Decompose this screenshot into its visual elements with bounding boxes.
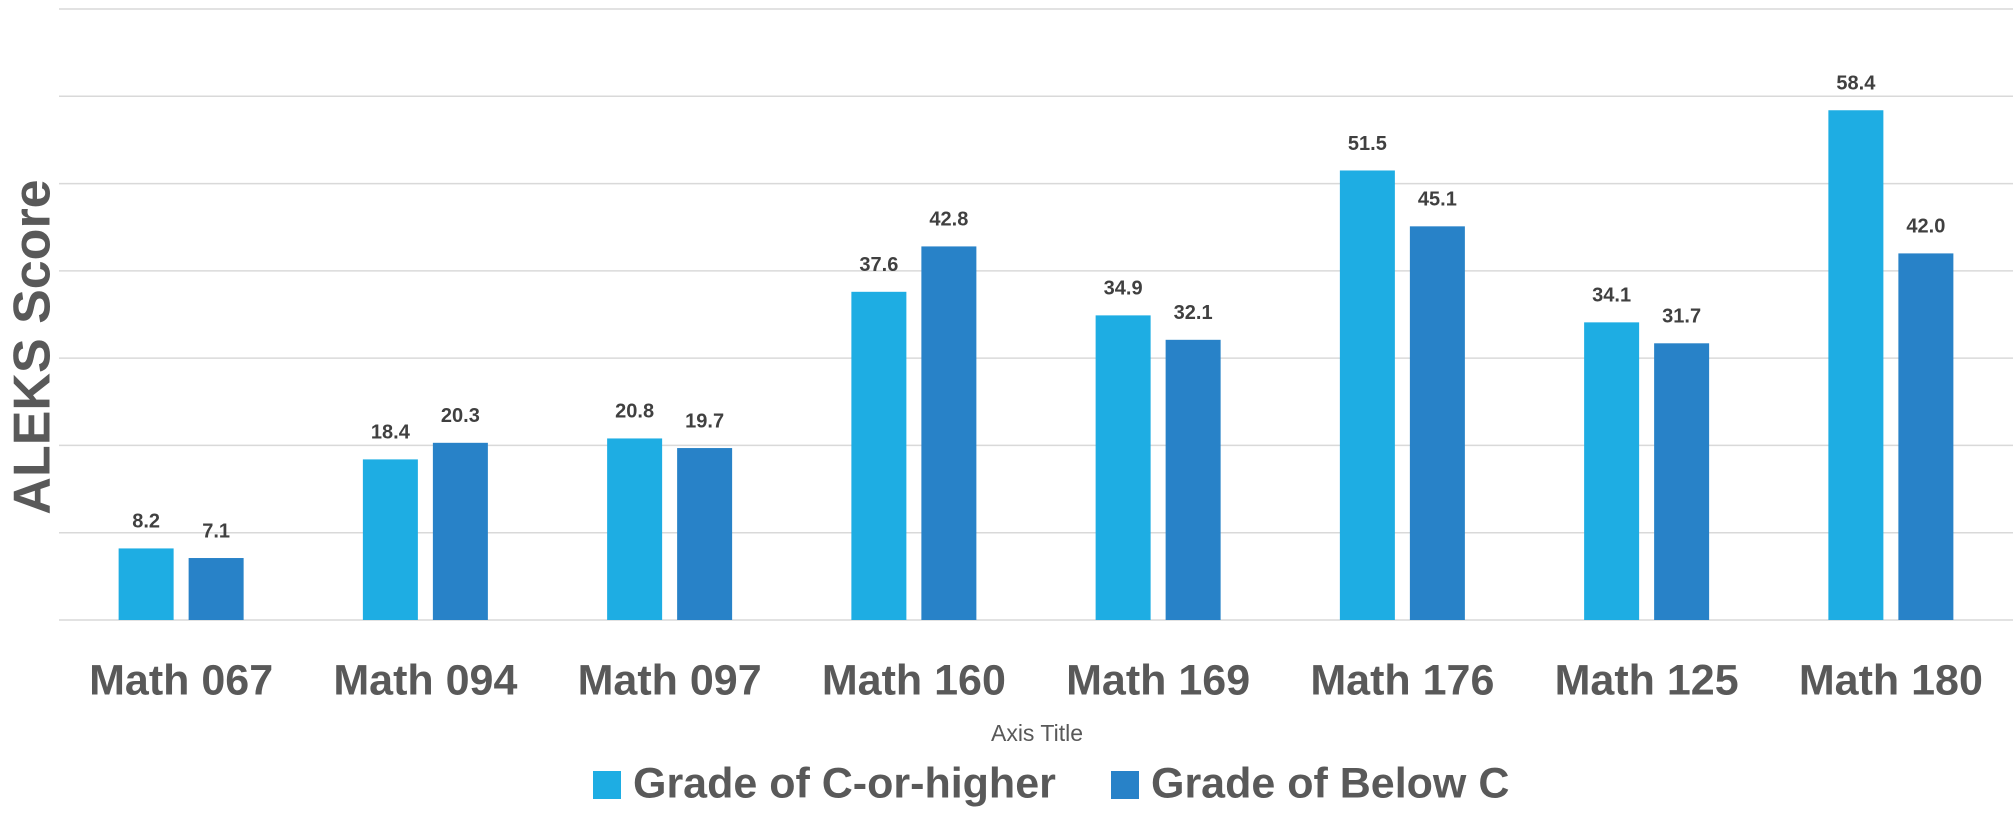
bar bbox=[1654, 343, 1710, 620]
legend-label: Grade of C-or-higher bbox=[633, 759, 1056, 807]
bar bbox=[921, 246, 977, 620]
data-label: 20.8 bbox=[615, 401, 654, 423]
x-axis-title: Axis Title bbox=[991, 720, 1083, 746]
data-label: 34.1 bbox=[1592, 285, 1631, 307]
x-tick-label: Math 067 bbox=[89, 656, 273, 704]
legend-label: Grade of Below C bbox=[1151, 759, 1509, 807]
bar bbox=[188, 558, 244, 620]
data-label: 8.2 bbox=[132, 511, 160, 533]
data-label: 45.1 bbox=[1418, 189, 1457, 211]
bar bbox=[1165, 339, 1221, 620]
data-label: 51.5 bbox=[1348, 133, 1387, 155]
data-label: 20.3 bbox=[441, 405, 480, 427]
data-label: 7.1 bbox=[202, 520, 230, 542]
data-label: 19.7 bbox=[685, 410, 724, 432]
bar bbox=[1409, 226, 1465, 620]
data-label: 18.4 bbox=[371, 422, 411, 444]
legend-swatch bbox=[1111, 771, 1139, 799]
bar bbox=[1898, 253, 1954, 620]
bar bbox=[432, 442, 488, 620]
bar bbox=[362, 459, 418, 620]
legend-swatch bbox=[593, 771, 621, 799]
bar bbox=[677, 448, 733, 620]
x-tick-label: Math 094 bbox=[333, 656, 517, 704]
bar bbox=[607, 438, 663, 620]
x-tick-label: Math 176 bbox=[1310, 656, 1494, 704]
x-tick-label: Math 169 bbox=[1066, 656, 1250, 704]
bar bbox=[118, 548, 174, 620]
x-tick-label: Math 160 bbox=[822, 656, 1006, 704]
data-label: 34.9 bbox=[1104, 278, 1143, 300]
x-tick-label: Math 097 bbox=[578, 656, 762, 704]
data-label: 42.0 bbox=[1906, 216, 1945, 238]
data-label: 58.4 bbox=[1836, 73, 1876, 95]
bar bbox=[1584, 322, 1640, 620]
x-tick-label: Math 180 bbox=[1799, 656, 1983, 704]
data-label: 42.8 bbox=[929, 209, 968, 231]
data-label: 32.1 bbox=[1174, 302, 1213, 324]
x-tick-label: Math 125 bbox=[1555, 656, 1739, 704]
data-label: 31.7 bbox=[1662, 306, 1701, 328]
bar bbox=[1095, 315, 1151, 620]
y-axis-title: ALEKS Score bbox=[4, 179, 62, 514]
data-label: 37.6 bbox=[859, 254, 898, 276]
bar bbox=[1339, 170, 1395, 620]
bar bbox=[851, 291, 907, 620]
bar bbox=[1828, 110, 1884, 620]
